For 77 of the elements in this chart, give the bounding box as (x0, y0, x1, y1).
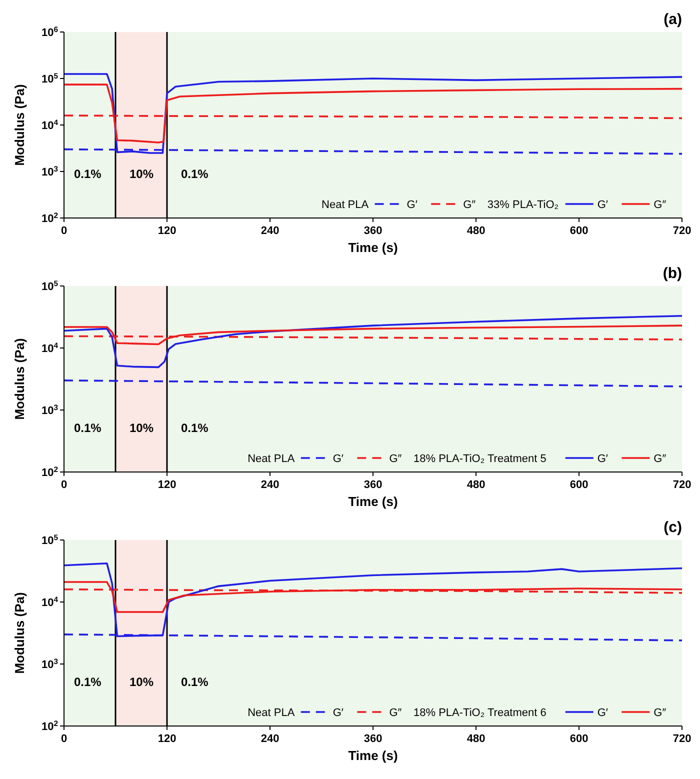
x-tick-label: 600 (570, 225, 588, 237)
annotation: 18% PLA-TiO₂ Treatment 6 (414, 706, 546, 719)
band-label: 0.1% (74, 421, 102, 435)
legend-label: G′ (332, 452, 344, 465)
line-series (63, 581, 683, 613)
band-label: 10% (130, 167, 154, 181)
x-tick-label: 120 (158, 225, 176, 237)
legend-label: G′ (597, 706, 608, 719)
band-label: 0.1% (181, 167, 209, 181)
x-tick-label: 600 (570, 733, 588, 745)
y-tick-label: 10$^{4}$ (41, 340, 59, 355)
chart-title: (c) (664, 519, 682, 536)
y-tick-label: 10$^{4}$ (41, 594, 59, 609)
x-tick-label: 120 (158, 733, 176, 745)
x-tick-label: 120 (158, 479, 176, 491)
annotation: Neat PLA (248, 452, 296, 465)
legend-label: G″ (389, 452, 402, 465)
y-tick-label: 10$^{3}$ (41, 402, 58, 417)
x-tick-label: 360 (364, 225, 382, 237)
x-tick-label: 240 (260, 733, 280, 745)
line-series (63, 562, 683, 638)
y-tick-label: 10$^{3}$ (41, 656, 58, 671)
x-tick-label: 240 (260, 225, 280, 237)
legend-label: G″ (389, 706, 402, 719)
band-label: 10% (130, 421, 154, 435)
x-axis-title: Time (s) (348, 494, 398, 509)
y-tick-label: 10$^{2}$ (41, 464, 58, 479)
line-series (63, 380, 683, 388)
annotation: 18% PLA-TiO₂ Treatment 5 (414, 452, 546, 465)
legend-label: G″ (654, 706, 666, 719)
legend-label: G″ (654, 452, 666, 465)
y-tick-label: 10$^{2}$ (41, 210, 58, 225)
legend-label: G″ (654, 198, 666, 211)
y-tick-label: 10$^{5}$ (41, 278, 59, 293)
y-axis-title: Modulus (Pa) (12, 338, 27, 420)
line-series (63, 324, 683, 346)
y-tick-label: 10$^{2}$ (41, 718, 58, 733)
annotation: 33% PLA-TiO₂ (487, 198, 559, 211)
y-axis-title: Modulus (Pa) (12, 84, 27, 166)
band-label: 10% (130, 675, 154, 689)
line-series (63, 73, 683, 154)
x-tick-label: 360 (364, 733, 382, 745)
x-tick-label: 720 (672, 479, 692, 491)
chart-title: (b) (662, 265, 682, 282)
y-tick-label: 10$^{3}$ (41, 164, 58, 178)
line-series (63, 84, 683, 144)
legend-label: G′ (597, 198, 608, 211)
x-axis-title: Time (s) (348, 748, 398, 763)
x-tick-label: 720 (672, 733, 692, 745)
band-label: 0.1% (74, 167, 102, 181)
band-label: 0.1% (181, 675, 209, 689)
y-tick-label: 10$^{5}$ (41, 532, 59, 547)
y-axis-title: Modulus (Pa) (12, 592, 27, 674)
chart-title: (a) (664, 11, 682, 28)
legend-label: G′ (597, 452, 608, 465)
annotation: Neat PLA (322, 198, 370, 211)
legend-label: G′ (406, 198, 418, 211)
x-tick-label: 480 (466, 479, 486, 491)
line-series (63, 314, 683, 368)
x-axis-title: Time (s) (348, 240, 398, 255)
legend-label: G″ (463, 198, 476, 211)
y-tick-label: 10$^{5}$ (41, 70, 59, 86)
x-tick-label: 600 (570, 479, 588, 491)
band-label: 0.1% (181, 421, 209, 435)
y-tick-label: 10$^{6}$ (41, 24, 58, 39)
x-tick-label: 720 (672, 225, 692, 237)
y-tick-label: 10$^{4}$ (41, 117, 59, 132)
annotation: Neat PLA (248, 706, 296, 719)
band-label: 0.1% (74, 675, 102, 689)
x-tick-label: 0 (60, 479, 68, 491)
x-tick-label: 0 (60, 225, 68, 237)
x-tick-label: 480 (466, 733, 486, 745)
x-tick-label: 0 (60, 733, 68, 745)
x-tick-label: 480 (466, 225, 486, 237)
x-tick-label: 360 (364, 479, 382, 491)
legend-label: G′ (332, 706, 344, 719)
x-tick-label: 240 (260, 479, 280, 491)
